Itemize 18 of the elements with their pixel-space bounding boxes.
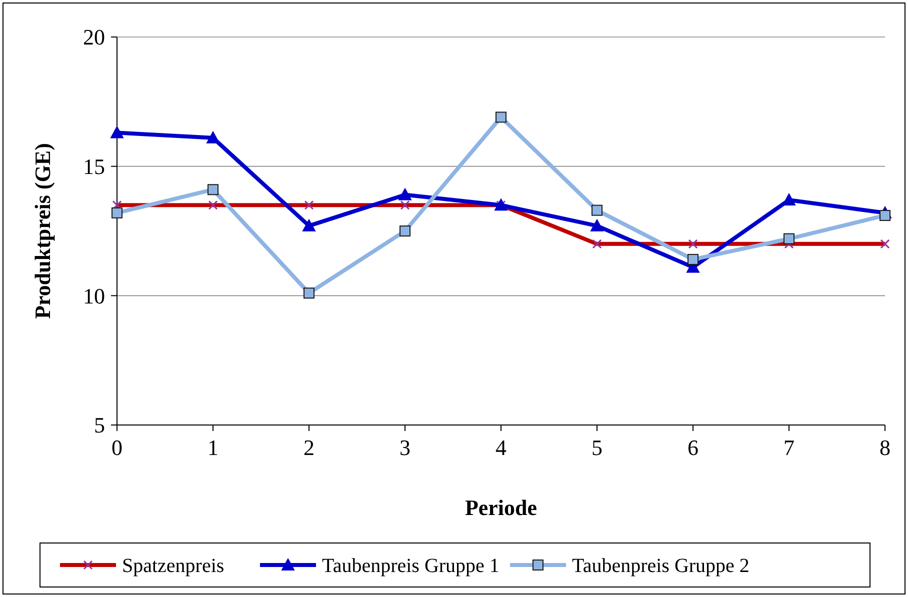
legend-label: Taubenpreis Gruppe 1 [322, 555, 500, 577]
x-tick-label: 2 [304, 435, 314, 460]
legend-label: Taubenpreis Gruppe 2 [572, 555, 750, 577]
legend-label: Spatzenpreis [122, 555, 224, 577]
x-axis-title: Periode [464, 495, 538, 520]
x-tick-label: 0 [112, 435, 122, 460]
x-tick-label: 6 [688, 435, 698, 460]
x-tick-label: 3 [400, 435, 410, 460]
y-axis-title: Produktpreis (GE) [30, 143, 55, 319]
y-tick-label: 15 [83, 154, 105, 180]
x-tick-label: 5 [592, 435, 602, 460]
y-tick-label: 5 [94, 412, 105, 438]
x-tick-label: 7 [784, 435, 794, 460]
x-tick-label: 8 [880, 435, 890, 460]
y-tick-label: 20 [83, 24, 105, 50]
x-tick-label: 4 [496, 435, 506, 460]
y-tick-label: 10 [83, 283, 105, 308]
x-tick-label: 1 [208, 435, 218, 460]
